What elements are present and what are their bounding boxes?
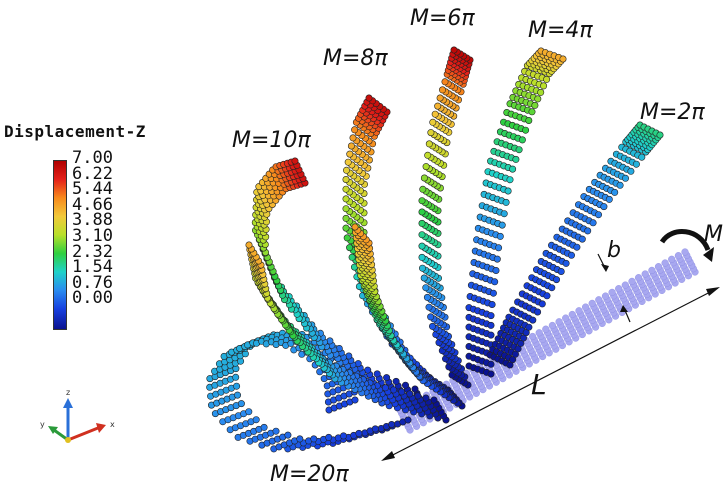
label-m8: M=8π — [323, 46, 388, 71]
legend-tick: 0.76 — [72, 272, 113, 293]
ribbon-m6 — [418, 46, 474, 389]
length-arrowhead-left-icon — [381, 451, 395, 461]
legend-tick: 4.66 — [72, 194, 113, 215]
label-length: L — [531, 368, 547, 401]
moment-arrowhead-icon — [703, 247, 714, 262]
label-width: b — [607, 238, 621, 263]
label-m4: M=4π — [528, 18, 593, 43]
length-dimension-line — [382, 287, 719, 461]
legend-tick: 5.44 — [72, 179, 113, 200]
legend-tick: 3.88 — [72, 210, 113, 231]
legend-tick: 2.32 — [72, 241, 113, 262]
label-m10: M=10π — [232, 128, 311, 153]
ribbon-m2 — [486, 121, 664, 369]
length-arrowhead-right-icon — [706, 287, 720, 296]
legend-title: Displacement-Z — [4, 122, 146, 141]
legend-tick: 7.00 — [72, 148, 113, 168]
legend-colorbar — [53, 160, 67, 330]
legend-tick: 1.54 — [72, 257, 113, 278]
ribbon-m4 — [465, 47, 567, 378]
ribbon-m8-inner — [351, 223, 466, 410]
label-m20: M=20π — [270, 462, 349, 487]
label-m2: M=2π — [640, 100, 705, 125]
label-moment: M — [704, 222, 723, 247]
triad-y-label: y — [40, 420, 45, 429]
width-arrowhead-top-icon — [601, 264, 609, 272]
ribbon-m10-inner — [245, 241, 450, 424]
moment-arrow-icon — [659, 229, 711, 252]
legend-tick: 3.10 — [72, 225, 113, 246]
width-arrowhead-bottom-icon — [620, 305, 628, 312]
label-m6: M=6π — [410, 6, 475, 31]
legend-tick: 0.00 — [72, 288, 113, 309]
legend-ticks: 7.00 6.22 5.44 4.66 3.88 3.10 2.32 1.54 0.76 0.00 — [72, 148, 142, 309]
triad-x-label: x — [110, 420, 115, 429]
axis-triad — [48, 398, 106, 443]
legend-tick: 6.22 — [72, 163, 113, 184]
triad-z-label: z — [66, 388, 71, 397]
